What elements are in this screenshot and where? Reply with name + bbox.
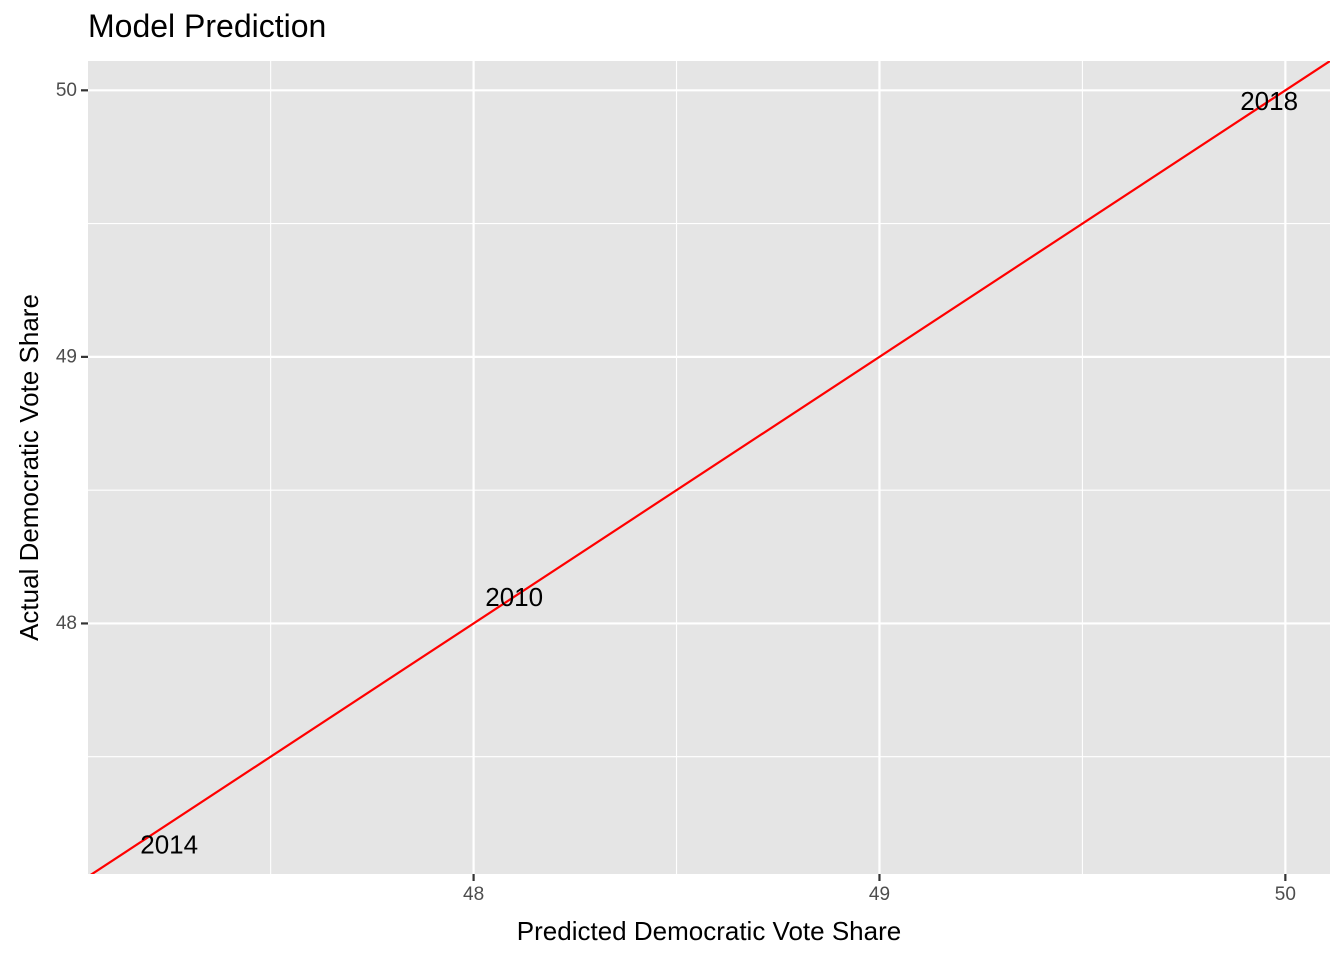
x-axis-title: Predicted Democratic Vote Share (517, 916, 901, 946)
reference-line (90, 61, 1330, 874)
point-label-2014: 2014 (140, 830, 198, 860)
x-tick-label: 48 (463, 884, 484, 905)
point-label-2010: 2010 (485, 582, 543, 612)
x-tick-label: 49 (869, 884, 890, 905)
y-tick-label: 50 (56, 80, 77, 101)
x-tick-label: 50 (1275, 884, 1296, 905)
point-label-2018: 2018 (1240, 86, 1298, 116)
y-tick-label: 49 (56, 346, 77, 367)
y-axis-title: Actual Democratic Vote Share (14, 294, 44, 641)
chart-title: Model Prediction (88, 8, 327, 44)
y-tick-label: 48 (56, 613, 77, 634)
